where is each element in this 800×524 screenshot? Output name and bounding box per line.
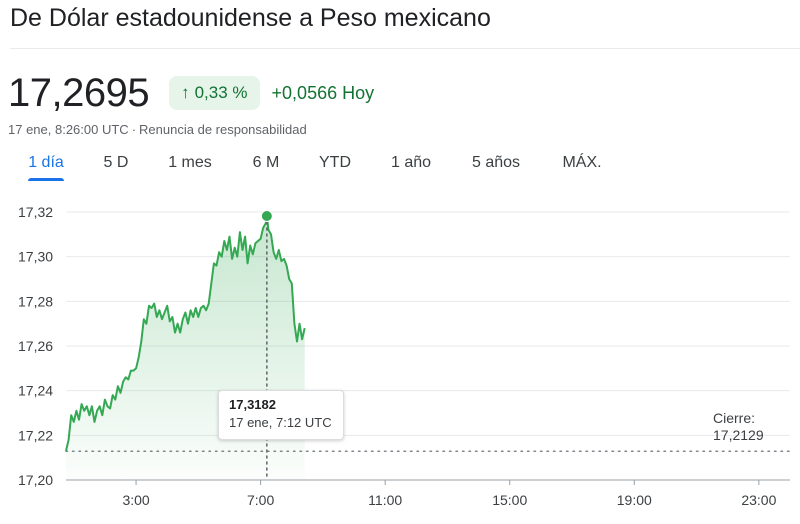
tab-label: YTD [319, 154, 351, 171]
page-title: De Dólar estadounidense a Peso mexicano [10, 4, 491, 32]
tab-label: 1 año [390, 154, 432, 171]
tab-6-months[interactable]: 6 M [251, 154, 281, 172]
x-tick-label: 11:00 [368, 492, 402, 508]
tooltip-time: 17 ene, 7:12 UTC [229, 415, 332, 430]
series-area [66, 216, 305, 480]
change-percent: 0,33 % [194, 83, 248, 102]
previous-close-title: Cierre: [713, 410, 756, 426]
tab-1-day[interactable]: 1 día [28, 154, 64, 181]
tab-1-month[interactable]: 1 mes [166, 154, 214, 172]
tab-5-days[interactable]: 5 D [102, 154, 130, 172]
x-tick-label: 19:00 [617, 492, 652, 508]
y-tick-label: 17,28 [18, 293, 53, 309]
header-divider [10, 48, 800, 49]
change-percent-badge: ↑ 0,33 % [169, 76, 260, 110]
quote-timestamp: 17 ene, 8:26:00 UTC [8, 122, 129, 137]
tab-label: 1 día [28, 154, 64, 171]
tab-label: 6 M [252, 154, 280, 171]
arrow-up-icon: ↑ [181, 83, 190, 102]
y-tick-label: 17,32 [18, 204, 53, 220]
price-chart[interactable]: 17,20 17,22 17,24 17,26 17,28 17,30 17,32 3:00… [0, 190, 800, 524]
x-tick-label: 3:00 [122, 492, 149, 508]
disclaimer-link[interactable]: Renuncia de responsabilidad [139, 122, 307, 137]
tab-ytd[interactable]: YTD [317, 154, 353, 172]
y-tick-label: 17,30 [18, 249, 53, 265]
y-tick-label: 17,26 [18, 338, 53, 354]
tab-label: 5 D [103, 154, 129, 171]
y-tick-label: 17,22 [18, 427, 53, 443]
previous-close-label: Cierre: 17,2129 [713, 410, 764, 444]
highlight-point[interactable] [260, 210, 273, 223]
quote-meta: 17 ene, 8:26:00 UTC · Renuncia de responsa… [8, 122, 307, 137]
tooltip-value: 17,3182 [229, 397, 276, 412]
tab-label: 5 años [471, 154, 521, 171]
current-price: 17,2695 [8, 70, 150, 115]
tab-1-year[interactable]: 1 año [389, 154, 433, 172]
previous-close-value: 17,2129 [713, 427, 764, 443]
tab-5-years[interactable]: 5 años [469, 154, 523, 172]
tab-label: MÁX. [562, 154, 602, 171]
y-tick-label: 17,20 [18, 472, 53, 488]
x-tick-label: 7:00 [247, 492, 274, 508]
hover-tooltip: 17,3182 17 ene, 7:12 UTC [218, 390, 344, 440]
x-tick-label: 15:00 [492, 492, 527, 508]
active-tab-indicator [28, 178, 64, 181]
tab-max[interactable]: MÁX. [560, 154, 604, 172]
change-absolute: +0,0566 Hoy [271, 82, 375, 103]
meta-separator: · [131, 122, 137, 137]
y-tick-label: 17,24 [18, 383, 53, 399]
quote-row: 17,2695 ↑ 0,33 % +0,0566 Hoy [8, 68, 374, 118]
x-tick-label: 23:00 [741, 492, 776, 508]
tab-label: 1 mes [168, 154, 212, 171]
range-tabs: 1 día 5 D 1 mes 6 M YTD 1 año 5 años MÁX… [0, 150, 800, 184]
